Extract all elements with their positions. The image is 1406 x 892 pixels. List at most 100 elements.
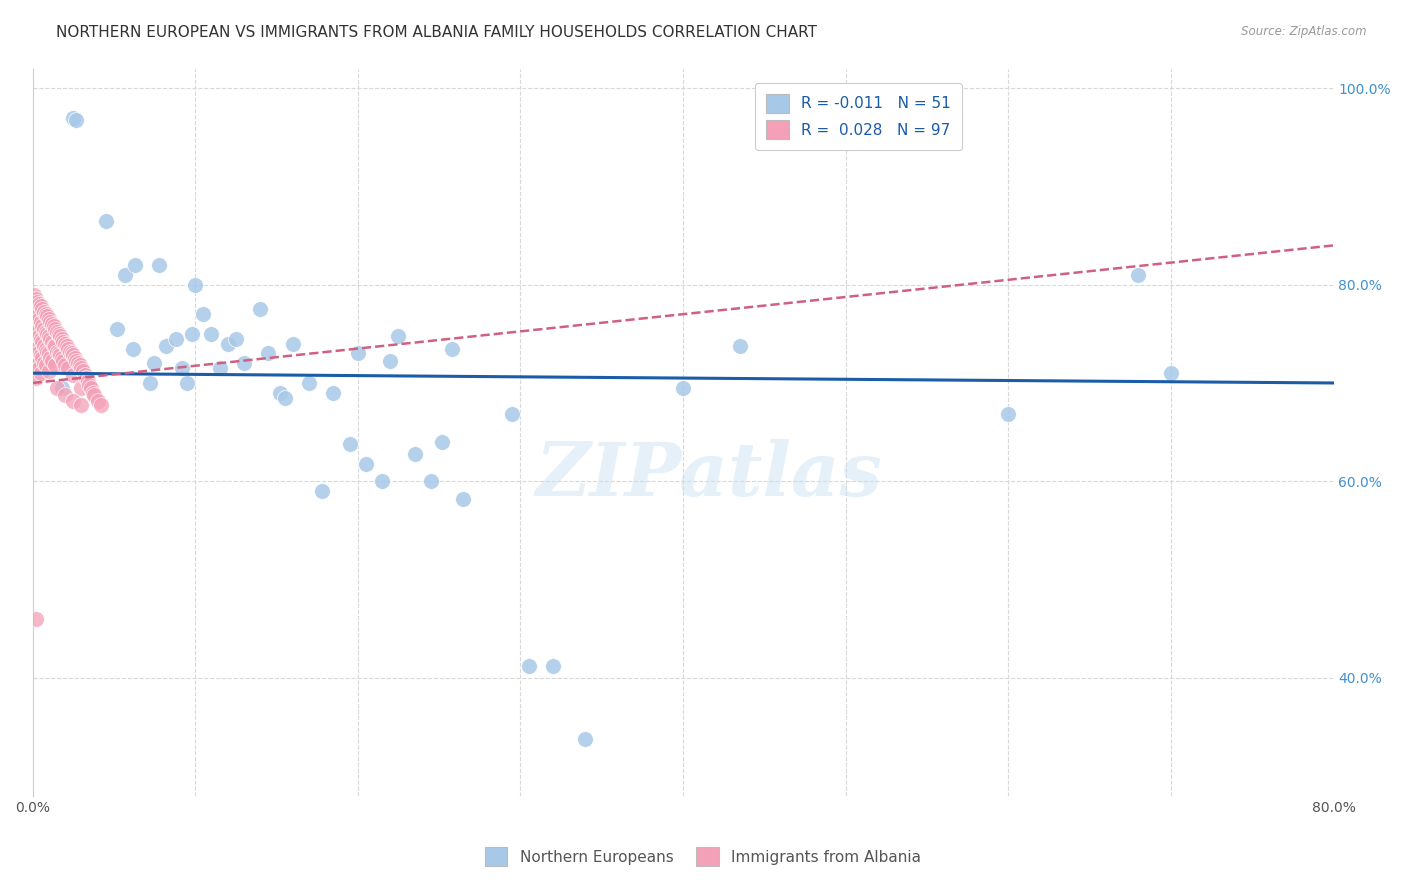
Point — [22, 307, 45, 321]
Point — [105, 322, 128, 336]
Point — [32, 338, 55, 352]
Legend: Northern Europeans, Immigrants from Albania: Northern Europeans, Immigrants from Alba… — [477, 839, 929, 873]
Point — [380, 354, 402, 368]
Point — [281, 336, 304, 351]
Point — [28, 344, 51, 359]
Point — [249, 302, 271, 317]
Point — [55, 338, 77, 352]
Point — [574, 731, 596, 746]
Point — [70, 381, 93, 395]
Point — [27, 295, 49, 310]
Point — [28, 297, 51, 311]
Point — [53, 388, 76, 402]
Point — [60, 346, 83, 360]
Point — [30, 299, 52, 313]
Text: NORTHERN EUROPEAN VS IMMIGRANTS FROM ALBANIA FAMILY HOUSEHOLDS CORRELATION CHART: NORTHERN EUROPEAN VS IMMIGRANTS FROM ALB… — [56, 25, 817, 40]
Point — [53, 359, 76, 373]
Point — [76, 374, 98, 388]
Point — [27, 342, 49, 356]
Point — [143, 356, 166, 370]
Point — [24, 338, 46, 352]
Point — [34, 325, 56, 339]
Point — [51, 351, 73, 366]
Point — [49, 348, 72, 362]
Point — [62, 348, 84, 362]
Point — [404, 447, 426, 461]
Point — [193, 307, 215, 321]
Point — [65, 354, 87, 368]
Point — [30, 315, 52, 329]
Point — [1128, 268, 1150, 282]
Point — [346, 346, 368, 360]
Point — [387, 328, 409, 343]
Point — [70, 398, 93, 412]
Point — [257, 346, 280, 360]
Point — [58, 361, 80, 376]
Point — [24, 322, 46, 336]
Point — [51, 381, 73, 395]
Point — [49, 328, 72, 343]
Point — [22, 336, 45, 351]
Point — [28, 328, 51, 343]
Point — [31, 302, 53, 317]
Point — [298, 376, 321, 390]
Point — [180, 326, 202, 341]
Point — [69, 359, 91, 373]
Point — [124, 258, 146, 272]
Point — [45, 344, 67, 359]
Point — [63, 351, 86, 366]
Point — [32, 322, 55, 336]
Point — [48, 346, 70, 360]
Legend: R = -0.011   N = 51, R =  0.028   N = 97: R = -0.011 N = 51, R = 0.028 N = 97 — [755, 84, 962, 150]
Point — [52, 334, 75, 349]
Point — [24, 354, 46, 368]
Point — [31, 334, 53, 349]
Point — [44, 359, 66, 373]
Point — [34, 342, 56, 356]
Point — [72, 364, 94, 378]
Point — [31, 351, 53, 366]
Point — [39, 315, 62, 329]
Point — [37, 344, 59, 359]
Point — [41, 354, 63, 368]
Point — [441, 342, 464, 356]
Text: ZIPatlas: ZIPatlas — [536, 440, 883, 512]
Point — [41, 334, 63, 349]
Point — [208, 361, 231, 376]
Point — [41, 317, 63, 331]
Point — [86, 393, 108, 408]
Point — [24, 612, 46, 626]
Point — [148, 258, 170, 272]
Point — [200, 326, 222, 341]
Point — [27, 309, 49, 323]
Point — [37, 309, 59, 323]
Point — [42, 318, 65, 333]
Point — [311, 484, 333, 499]
Point — [62, 368, 84, 383]
Point — [114, 268, 136, 282]
Point — [90, 398, 112, 412]
Point — [22, 322, 45, 336]
Point — [232, 356, 254, 370]
Point — [27, 359, 49, 373]
Point — [155, 338, 177, 352]
Point — [67, 356, 90, 370]
Point — [30, 332, 52, 346]
Point — [24, 293, 46, 307]
Point — [38, 346, 60, 360]
Point — [48, 326, 70, 341]
Point — [354, 457, 377, 471]
Point — [38, 312, 60, 326]
Point — [30, 366, 52, 380]
Point — [39, 351, 62, 366]
Point — [38, 364, 60, 378]
Point — [225, 332, 247, 346]
Point — [728, 338, 751, 352]
Point — [45, 325, 67, 339]
Point — [30, 348, 52, 362]
Text: Source: ZipAtlas.com: Source: ZipAtlas.com — [1241, 25, 1367, 38]
Point — [53, 336, 76, 351]
Point — [52, 354, 75, 368]
Point — [32, 356, 55, 370]
Point — [672, 381, 695, 395]
